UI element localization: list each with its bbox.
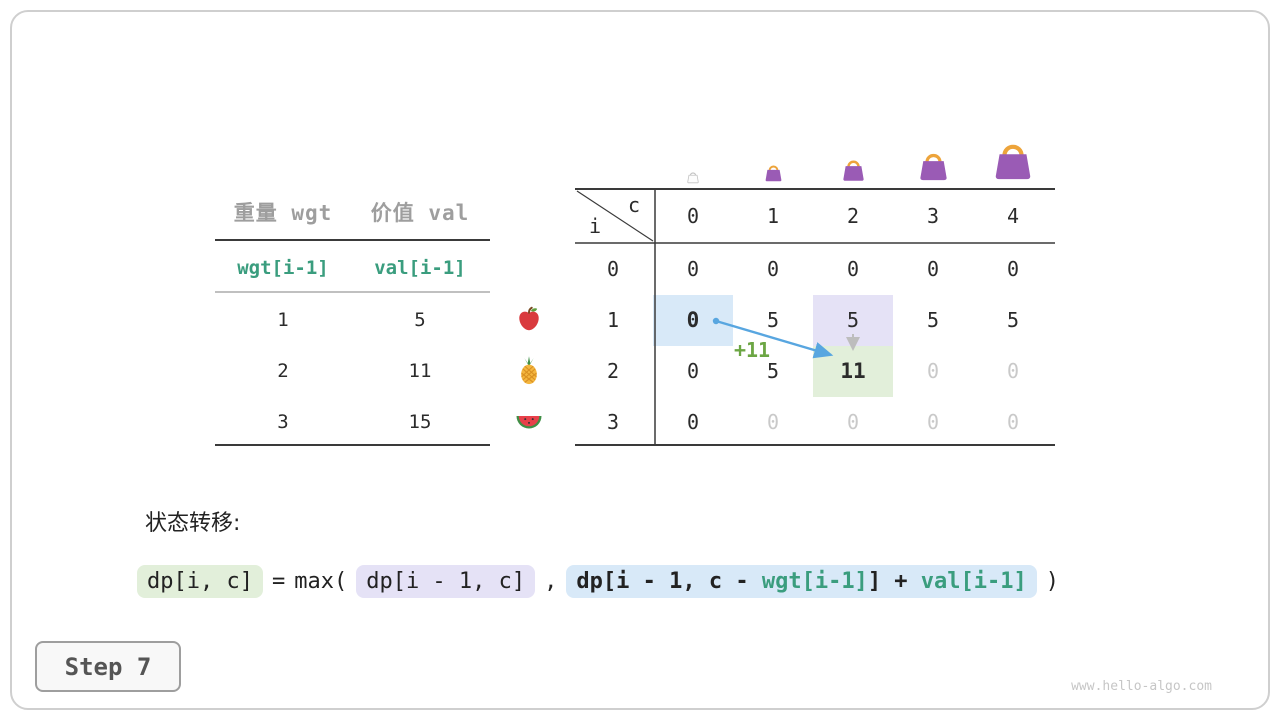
dp-col-header: 2	[846, 204, 860, 228]
item-val-value: 15	[408, 411, 432, 433]
dp-cell: 0	[1006, 410, 1020, 434]
watermark: www.hello-algo.com	[1071, 679, 1212, 694]
formula-equals: =	[271, 568, 286, 594]
dp-cell: 0	[1006, 359, 1020, 383]
dp-corner-col-var: c	[627, 193, 641, 217]
bag-icon-purple	[990, 137, 1036, 183]
dp-cell: 0	[846, 410, 860, 434]
item-val-value: 11	[408, 360, 432, 382]
bag-icon-purple	[916, 148, 951, 183]
formula-arg2-part1: dp[i - 1, c -	[576, 568, 762, 594]
dp-cell: 0	[686, 410, 700, 434]
formula-arg2-part2: ] +	[867, 568, 921, 594]
dp-col-header: 4	[1006, 204, 1020, 228]
dp-row-header: 1	[606, 308, 620, 332]
dp-row-header: 3	[606, 410, 620, 434]
item-table-header-val: 价值 val	[370, 201, 470, 225]
dp-col-header: 3	[926, 204, 940, 228]
dp-col-header: 1	[766, 204, 780, 228]
dp-cell: 5	[766, 359, 780, 383]
item-wgt-value: 3	[277, 411, 289, 433]
formula-arg2-val: val[i-1]	[920, 568, 1027, 594]
pineapple-icon	[514, 355, 544, 385]
item-table-val-formula: val[i-1]	[374, 257, 466, 279]
dp-cell: 0	[686, 359, 700, 383]
state-transition-formula: dp[i, c] = max( dp[i - 1, c], dp[i - 1, c - …	[137, 559, 1059, 603]
apple-icon	[514, 304, 544, 334]
step-badge: Step 7	[35, 641, 181, 692]
dp-cell: 0	[686, 257, 700, 281]
formula-arg2-wgt: wgt[i-1]	[761, 568, 868, 594]
dp-cell: 0	[686, 308, 700, 332]
dp-cell: 0	[766, 257, 780, 281]
item-wgt-value: 2	[277, 360, 289, 382]
dp-row-header: 0	[606, 257, 620, 281]
formula-arg2-box: dp[i - 1, c - wgt[i-1]] + val[i-1]	[566, 564, 1037, 598]
arrow-gain-label: +11	[733, 338, 771, 362]
dp-cell: 0	[926, 359, 940, 383]
dp-col-header: 0	[686, 204, 700, 228]
item-table-header-wgt: 重量 wgt	[233, 201, 333, 225]
formula-arg1-box: dp[i - 1, c]	[356, 564, 536, 598]
item-val-value: 5	[414, 309, 426, 331]
item-wgt-value: 1	[277, 309, 289, 331]
state-transition-title: 状态转移:	[145, 511, 241, 536]
dp-cell: 0	[1006, 257, 1020, 281]
dp-cell: 5	[846, 308, 860, 332]
dp-cell: 0	[846, 257, 860, 281]
dp-cell: 0	[926, 257, 940, 281]
dp-cell: 11	[840, 359, 866, 383]
dp-cell: 5	[926, 308, 940, 332]
dp-cell: 0	[766, 410, 780, 434]
dp-cell: 5	[1006, 308, 1020, 332]
dp-cell: 0	[926, 410, 940, 434]
formula-max-open: max(	[294, 568, 348, 594]
formula-comma: ,	[544, 568, 558, 594]
item-table-wgt-formula: wgt[i-1]	[237, 257, 329, 279]
formula-close-paren: )	[1045, 568, 1060, 594]
bag-icon-purple	[763, 162, 784, 183]
dp-row-header: 2	[606, 359, 620, 383]
watermelon-icon	[514, 406, 544, 436]
bag-icon-purple	[840, 156, 867, 183]
formula-lhs-box: dp[i, c]	[137, 564, 263, 598]
dp-corner-row-var: i	[588, 214, 602, 238]
bag-icon-ghost	[686, 169, 700, 184]
